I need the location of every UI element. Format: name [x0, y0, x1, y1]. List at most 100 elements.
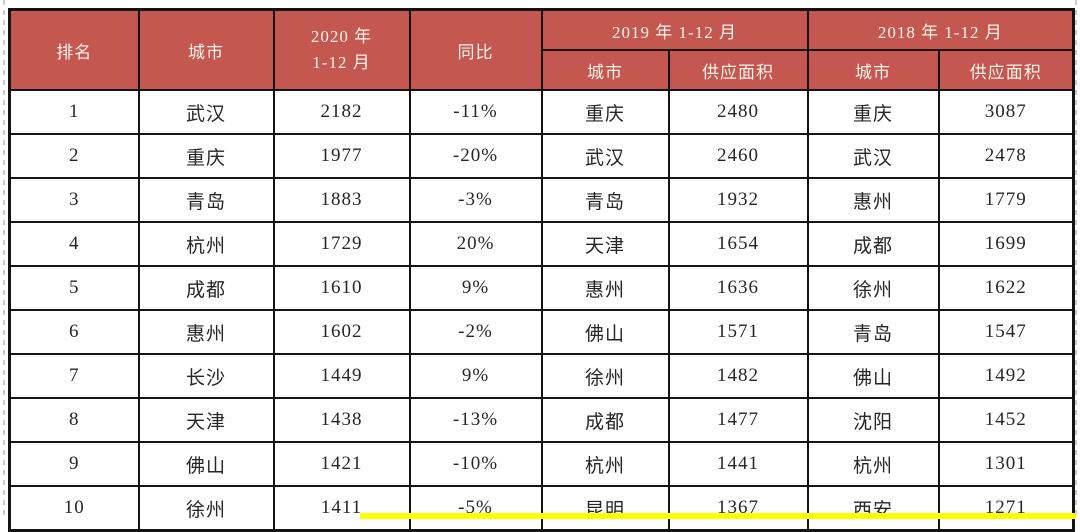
table-header: 排名 城市 2020 年 1-12 月 同比 2019 年 1-12 月 201… [8, 8, 1075, 91]
header-group-2018: 2018 年 1-12 月 [806, 8, 1075, 51]
city-2018-cell: 徐州 [806, 265, 940, 311]
rank-cell: 2 [8, 133, 140, 179]
city-2019-cell: 武汉 [540, 133, 670, 179]
yoy-cell: -13% [408, 397, 543, 443]
supply-2019-cell: 2460 [667, 133, 809, 179]
city-2019-cell: 成都 [540, 397, 670, 443]
rank-cell: 4 [8, 221, 140, 267]
supply-2018-cell: 1622 [937, 265, 1075, 311]
header-sub-row: 城市 供应面积 城市 供应面积 [10, 49, 1075, 91]
rank-cell: 8 [8, 397, 140, 443]
header-yoy: 同比 [408, 8, 543, 91]
table-row: 6 惠州 1602 -2% 佛山 1571 青岛 1547 [8, 309, 1075, 355]
city-2018-cell: 青岛 [806, 309, 940, 355]
city-2019-cell: 青岛 [540, 177, 670, 223]
city-2019-cell: 昆明 [540, 485, 670, 532]
city-2019-cell: 杭州 [540, 441, 670, 487]
page-break-dash-left [3, 0, 5, 520]
supply-2018-cell: 2478 [937, 133, 1075, 179]
table-row: 1 武汉 2182 -11% 重庆 2480 重庆 3087 [8, 89, 1075, 135]
city-2019-cell: 天津 [540, 221, 670, 267]
supply-2019-cell: 1932 [667, 177, 809, 223]
city-2018-cell: 重庆 [806, 89, 940, 135]
rank-cell: 5 [8, 265, 140, 311]
city-2020-cell: 成都 [137, 265, 275, 311]
header-city-2019: 城市 [540, 49, 670, 91]
header-supply-2019: 供应面积 [667, 49, 809, 91]
header-supply-2018: 供应面积 [937, 49, 1075, 91]
supply-2020-cell: 2182 [272, 89, 411, 135]
header-group-row: 排名 城市 2020 年 1-12 月 同比 2019 年 1-12 月 201… [8, 8, 1075, 91]
supply-2018-cell: 1452 [937, 397, 1075, 443]
header-rank: 排名 [8, 8, 140, 91]
supply-2020-cell: 1729 [272, 221, 411, 267]
city-2019-cell: 重庆 [540, 89, 670, 135]
yoy-cell: 9% [408, 353, 543, 399]
supply-2019-cell: 1654 [667, 221, 809, 267]
table-row: 7 长沙 1449 9% 徐州 1482 佛山 1492 [8, 353, 1075, 399]
yoy-cell: -11% [408, 89, 543, 135]
table-row: 2 重庆 1977 -20% 武汉 2460 武汉 2478 [8, 133, 1075, 179]
supply-2019-cell: 2480 [667, 89, 809, 135]
supply-2018-cell: 1271 [937, 485, 1075, 532]
supply-2020-cell: 1610 [272, 265, 411, 311]
yoy-cell: -5% [408, 485, 543, 532]
supply-2020-cell: 1977 [272, 133, 411, 179]
city-2018-cell: 成都 [806, 221, 940, 267]
table-row: 8 天津 1438 -13% 成都 1477 沈阳 1452 [8, 397, 1075, 443]
city-2019-cell: 徐州 [540, 353, 670, 399]
header-period-2020-line2: 1-12 月 [312, 53, 371, 72]
city-2020-cell: 惠州 [137, 309, 275, 355]
table-row: 4 杭州 1729 20% 天津 1654 成都 1699 [8, 221, 1075, 267]
city-2020-cell: 重庆 [137, 133, 275, 179]
page-break-dash-right [1075, 0, 1077, 520]
city-2020-cell: 青岛 [137, 177, 275, 223]
city-2020-cell: 长沙 [137, 353, 275, 399]
screenshot-root: 排名 城市 2020 年 1-12 月 同比 2019 年 1-12 月 201… [3, 0, 1077, 532]
city-2020-cell: 佛山 [137, 441, 275, 487]
supply-2020-cell: 1438 [272, 397, 411, 443]
city-2018-cell: 武汉 [806, 133, 940, 179]
city-2018-cell: 佛山 [806, 353, 940, 399]
supply-2020-cell: 1602 [272, 309, 411, 355]
rank-cell: 6 [8, 309, 140, 355]
header-city-2018: 城市 [806, 49, 940, 91]
supply-2020-cell: 1883 [272, 177, 411, 223]
city-2020-cell: 天津 [137, 397, 275, 443]
supply-2020-cell: 1421 [272, 441, 411, 487]
table-row: 5 成都 1610 9% 惠州 1636 徐州 1622 [8, 265, 1075, 311]
supply-2020-cell: 1411 [272, 485, 411, 532]
header-city-2020: 城市 [137, 8, 275, 91]
city-2020-cell: 武汉 [137, 89, 275, 135]
header-period-2020: 2020 年 1-12 月 [272, 8, 411, 91]
supply-2019-cell: 1441 [667, 441, 809, 487]
city-2018-cell: 西安 [806, 485, 940, 532]
rank-cell: 3 [8, 177, 140, 223]
supply-2019-cell: 1636 [667, 265, 809, 311]
yoy-cell: -3% [408, 177, 543, 223]
supply-2018-cell: 3087 [937, 89, 1075, 135]
city-2020-cell: 杭州 [137, 221, 275, 267]
yoy-cell: 20% [408, 221, 543, 267]
table-row: 9 佛山 1421 -10% 杭州 1441 杭州 1301 [8, 441, 1075, 487]
city-2019-cell: 惠州 [540, 265, 670, 311]
supply-2019-cell: 1367 [667, 485, 809, 532]
city-2018-cell: 沈阳 [806, 397, 940, 443]
supply-ranking-table: 排名 城市 2020 年 1-12 月 同比 2019 年 1-12 月 201… [8, 8, 1076, 532]
yoy-cell: -20% [408, 133, 543, 179]
rank-cell: 1 [8, 89, 140, 135]
supply-2019-cell: 1482 [667, 353, 809, 399]
rank-cell: 10 [8, 485, 140, 532]
city-2018-cell: 惠州 [806, 177, 940, 223]
city-2018-cell: 杭州 [806, 441, 940, 487]
supply-2018-cell: 1779 [937, 177, 1075, 223]
header-group-2019: 2019 年 1-12 月 [540, 8, 809, 51]
supply-2018-cell: 1547 [937, 309, 1075, 355]
rank-cell: 7 [8, 353, 140, 399]
yoy-cell: -10% [408, 441, 543, 487]
table-body: 1 武汉 2182 -11% 重庆 2480 重庆 3087 2 重庆 1977… [8, 89, 1075, 532]
supply-2019-cell: 1571 [667, 309, 809, 355]
rank-cell: 9 [8, 441, 140, 487]
yellow-highlight-bar [360, 513, 1076, 519]
city-2020-cell: 徐州 [137, 485, 275, 532]
